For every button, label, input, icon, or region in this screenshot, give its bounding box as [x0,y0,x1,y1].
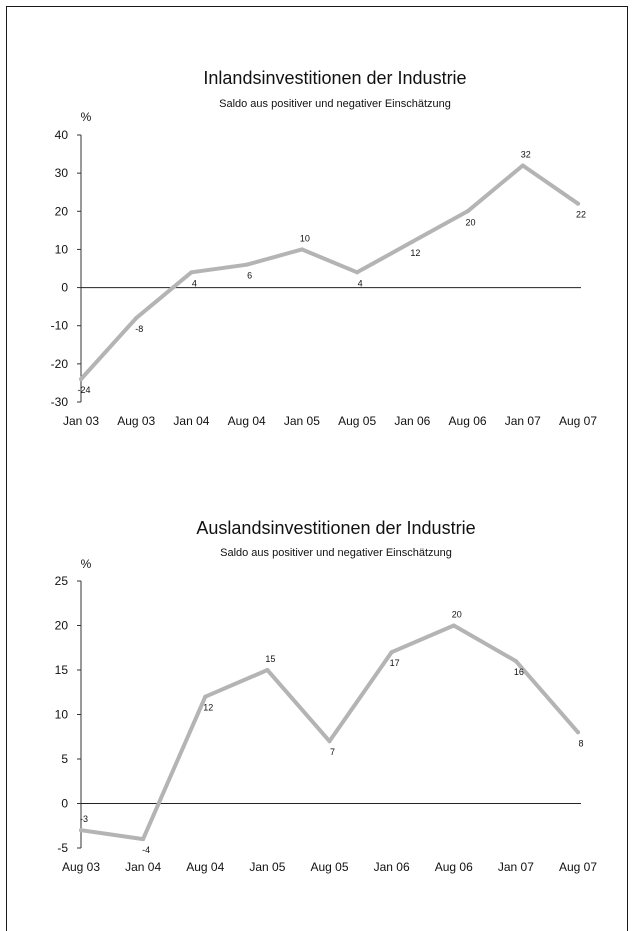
page-frame [6,6,628,931]
